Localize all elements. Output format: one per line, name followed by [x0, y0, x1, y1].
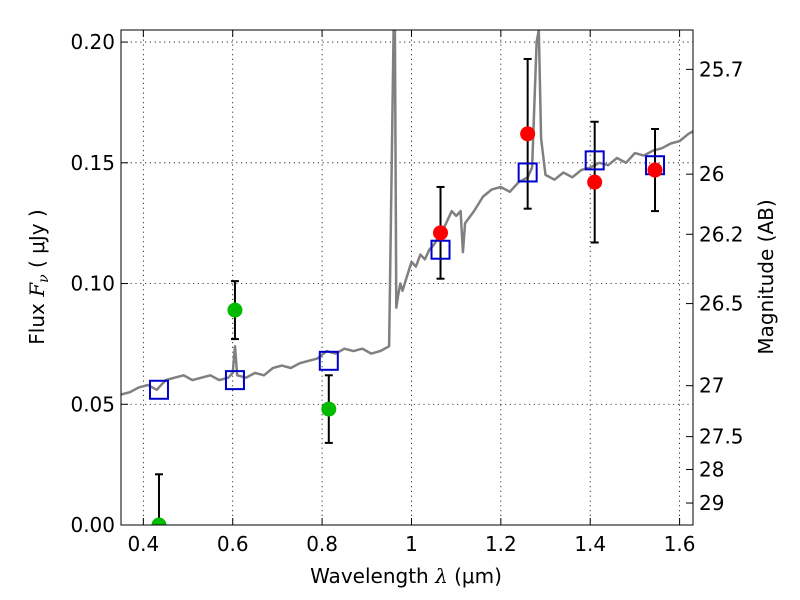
x-axis-label: Wavelength λ (μm)	[310, 564, 502, 588]
y2-axis-label: Magnitude (AB)	[754, 199, 778, 354]
spectrum-line	[121, 30, 693, 396]
plot-frame	[120, 29, 694, 526]
x-tick-label: 0.4	[127, 532, 159, 556]
model-point-square	[224, 370, 245, 391]
model-point-square	[148, 379, 169, 400]
y2-tick-label: 25.7	[699, 57, 744, 81]
green-data-point	[227, 302, 243, 318]
y2-tick-label: 26.5	[699, 292, 744, 316]
x-tick-label: 1.2	[485, 532, 517, 556]
y-tick-label: 0.00	[70, 513, 115, 537]
x-tick-label: 0.8	[306, 532, 338, 556]
tick-labels: 0.4 0.6 0.8 1 1.2 1.4 1.6 0.00 0.05 0.10 0.15 0.20 2…	[70, 30, 743, 556]
y2-tick-label: 26	[699, 162, 724, 186]
y-tick-label: 0.15	[70, 151, 115, 175]
y2-tick-label: 26.2	[699, 222, 744, 246]
model-point-square	[318, 350, 339, 371]
x-tick-label: 0.6	[217, 532, 249, 556]
x-tick-label: 1	[405, 532, 418, 556]
y-tick-label: 0.10	[70, 272, 115, 296]
y2-tick-label: 27	[699, 374, 724, 398]
red-data-point	[520, 126, 536, 142]
green-data-point	[151, 517, 167, 525]
x-tick-label: 1.4	[574, 532, 606, 556]
data-markers	[151, 126, 663, 525]
grid	[121, 30, 693, 526]
model-point-square	[584, 150, 605, 171]
y2-tick-label: 27.5	[699, 425, 744, 449]
red-data-point	[647, 162, 663, 178]
red-data-point	[433, 225, 449, 241]
y2-tick-label: 28	[699, 457, 724, 481]
y-tick-label: 0.05	[70, 392, 115, 416]
plot-area	[121, 30, 693, 525]
y-axis-label: Flux Fν ( μJy )	[25, 209, 52, 344]
y2-tick-label: 29	[699, 491, 724, 515]
model-point-square	[517, 162, 538, 183]
ticks	[121, 30, 693, 526]
errorbar	[154, 473, 163, 525]
y-tick-label: 0.20	[70, 30, 115, 54]
model-point-square	[430, 239, 451, 260]
model-markers	[148, 150, 666, 400]
green-data-point	[321, 401, 337, 417]
x-tick-label: 1.6	[664, 532, 696, 556]
red-data-point	[587, 174, 603, 190]
